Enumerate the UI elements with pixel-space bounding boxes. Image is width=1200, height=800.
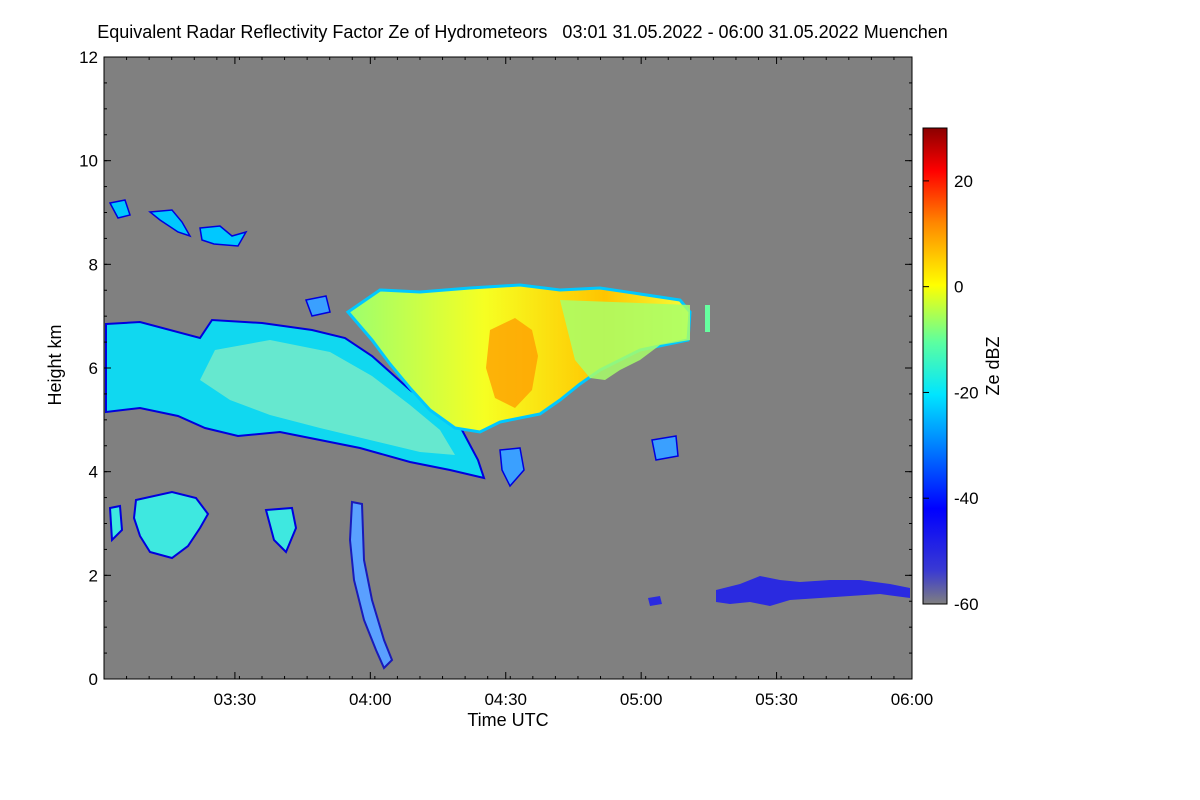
y-tick-label: 4 xyxy=(89,463,98,482)
colorbar-tick-label: -60 xyxy=(954,595,979,614)
colorbar-tick-label: 0 xyxy=(954,278,963,297)
y-tick-label: 2 xyxy=(89,566,98,585)
colorbar-tick-label: -40 xyxy=(954,489,979,508)
x-tick-label: 05:30 xyxy=(755,690,798,709)
x-axis-label: Time UTC xyxy=(467,710,548,730)
colorbar-tick-label: -20 xyxy=(954,383,979,402)
colorbar: 20 0 -20 -40 -60 Ze dBZ xyxy=(922,127,1003,614)
x-axis: 03:30 04:00 04:30 05:00 05:30 06:00 xyxy=(103,57,934,709)
x-tick-label: 04:30 xyxy=(484,690,527,709)
echo-layer xyxy=(105,199,910,670)
x-tick-label: 06:00 xyxy=(891,690,934,709)
y-tick-label: 8 xyxy=(89,255,98,274)
y-tick-label: 0 xyxy=(89,670,98,689)
x-tick-label: 05:00 xyxy=(620,690,663,709)
precip-shaft xyxy=(348,500,394,670)
y-tick-label: 6 xyxy=(89,359,98,378)
colorbar-tick-label: 20 xyxy=(954,172,973,191)
chart-title: Equivalent Radar Reflectivity Factor Ze … xyxy=(97,22,948,42)
high-cirrus-patches xyxy=(108,199,248,247)
colorbar-gradient xyxy=(922,127,948,605)
fallstreak-anvil-east xyxy=(560,300,690,380)
y-tick-label: 12 xyxy=(79,48,98,67)
colorbar-label: Ze dBZ xyxy=(983,336,1003,395)
boundary-layer-echo xyxy=(648,576,910,606)
y-axis-label: Height km xyxy=(45,324,65,405)
main-cloud-hot-core xyxy=(486,318,538,408)
low-cloud-patches xyxy=(108,490,298,560)
x-tick-label: 04:00 xyxy=(349,690,392,709)
stratiform-layer-inner xyxy=(200,340,455,455)
x-tick-label: 03:30 xyxy=(214,690,257,709)
y-axis: 0 2 4 6 8 10 12 xyxy=(79,48,912,689)
colorbar-ticks: 20 0 -20 -40 -60 xyxy=(923,172,979,614)
anvil-tail xyxy=(705,305,710,332)
y-tick-label: 10 xyxy=(79,152,98,171)
small-echo-patches xyxy=(304,295,679,488)
